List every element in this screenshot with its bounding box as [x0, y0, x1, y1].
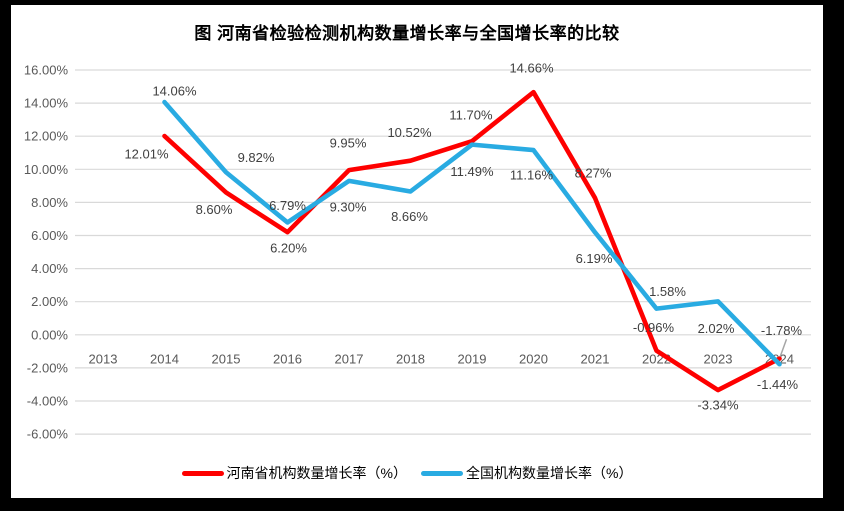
henan-data-label: 12.01% [124, 147, 169, 162]
x-tick-label: 2017 [335, 352, 364, 367]
national-data-label: 1.58% [649, 284, 686, 299]
legend-label-national: 全国机构数量增长率（%） [466, 465, 633, 481]
national-data-label: 2.02% [698, 321, 735, 336]
legend-item-henan: 河南省机构数量增长率（%） [181, 463, 407, 483]
national-growth-line [162, 99, 782, 367]
henan-line-swatch-icon [181, 470, 224, 476]
y-tick-label: 16.00% [24, 63, 69, 78]
national-data-label: 11.49% [450, 164, 494, 179]
henan-data-label: 8.27% [575, 165, 612, 180]
page-border-left-icon [0, 0, 11, 511]
x-tick-label: 2013 [89, 352, 118, 367]
henan-data-label: -3.34% [697, 398, 739, 413]
y-tick-label: 6.00% [31, 228, 68, 243]
page-border-right-icon [823, 0, 844, 511]
x-tick-label: 2014 [150, 352, 179, 367]
chart-legend: 河南省机构数量增长率（%） 全国机构数量增长率（%） [0, 463, 814, 483]
x-tick-label: 2023 [704, 352, 733, 367]
y-tick-label: 12.00% [24, 129, 69, 144]
national-data-label: 6.79% [269, 198, 306, 213]
legend-item-national: 全国机构数量增长率（%） [421, 463, 632, 483]
x-tick-label: 2020 [519, 352, 548, 367]
henan-data-label: 14.66% [509, 61, 554, 76]
national-line-swatch-icon [421, 470, 463, 476]
y-tick-label: 0.00% [31, 327, 68, 342]
henan-data-label: 9.95% [330, 136, 367, 151]
page-border-top-icon [0, 0, 844, 5]
x-tick-label: 2021 [581, 352, 610, 367]
page-border-bottom-icon [0, 498, 844, 511]
national-data-label: -1.78% [761, 323, 803, 338]
legend-label-henan: 河南省机构数量增长率（%） [226, 465, 407, 481]
henan-data-label: 11.70% [449, 108, 493, 123]
henan-data-label: 10.52% [387, 125, 432, 140]
henan-growth-line [162, 89, 782, 393]
x-tick-label: 2019 [458, 352, 487, 367]
national-data-label: 9.30% [330, 199, 367, 214]
henan-data-label: 6.20% [270, 241, 307, 256]
y-tick-label: 4.00% [31, 261, 68, 276]
y-tick-label: -4.00% [27, 394, 69, 409]
y-tick-label: 8.00% [31, 195, 68, 210]
henan-data-label: -1.44% [757, 377, 799, 392]
x-tick-label: 2018 [396, 352, 425, 367]
national-data-label: 11.16% [510, 168, 554, 183]
henan-data-label: 8.60% [196, 202, 233, 217]
national-data-label: 6.19% [576, 251, 613, 266]
y-tick-label: 14.00% [24, 96, 69, 111]
national-data-label: 14.06% [152, 84, 197, 99]
national-data-label: 8.66% [391, 209, 428, 224]
y-tick-label: -2.00% [27, 360, 69, 375]
henan-data-label: -0.96% [633, 320, 675, 335]
x-tick-label: 2016 [273, 352, 302, 367]
x-tick-label: 2015 [212, 352, 241, 367]
national-data-label: 9.82% [238, 150, 275, 165]
chart-title: 图 河南省检验检测机构数量增长率与全国增长率的比较 [194, 24, 620, 43]
y-tick-label: 10.00% [24, 162, 69, 177]
y-tick-label: -6.00% [27, 427, 69, 442]
y-tick-label: 2.00% [31, 294, 68, 309]
